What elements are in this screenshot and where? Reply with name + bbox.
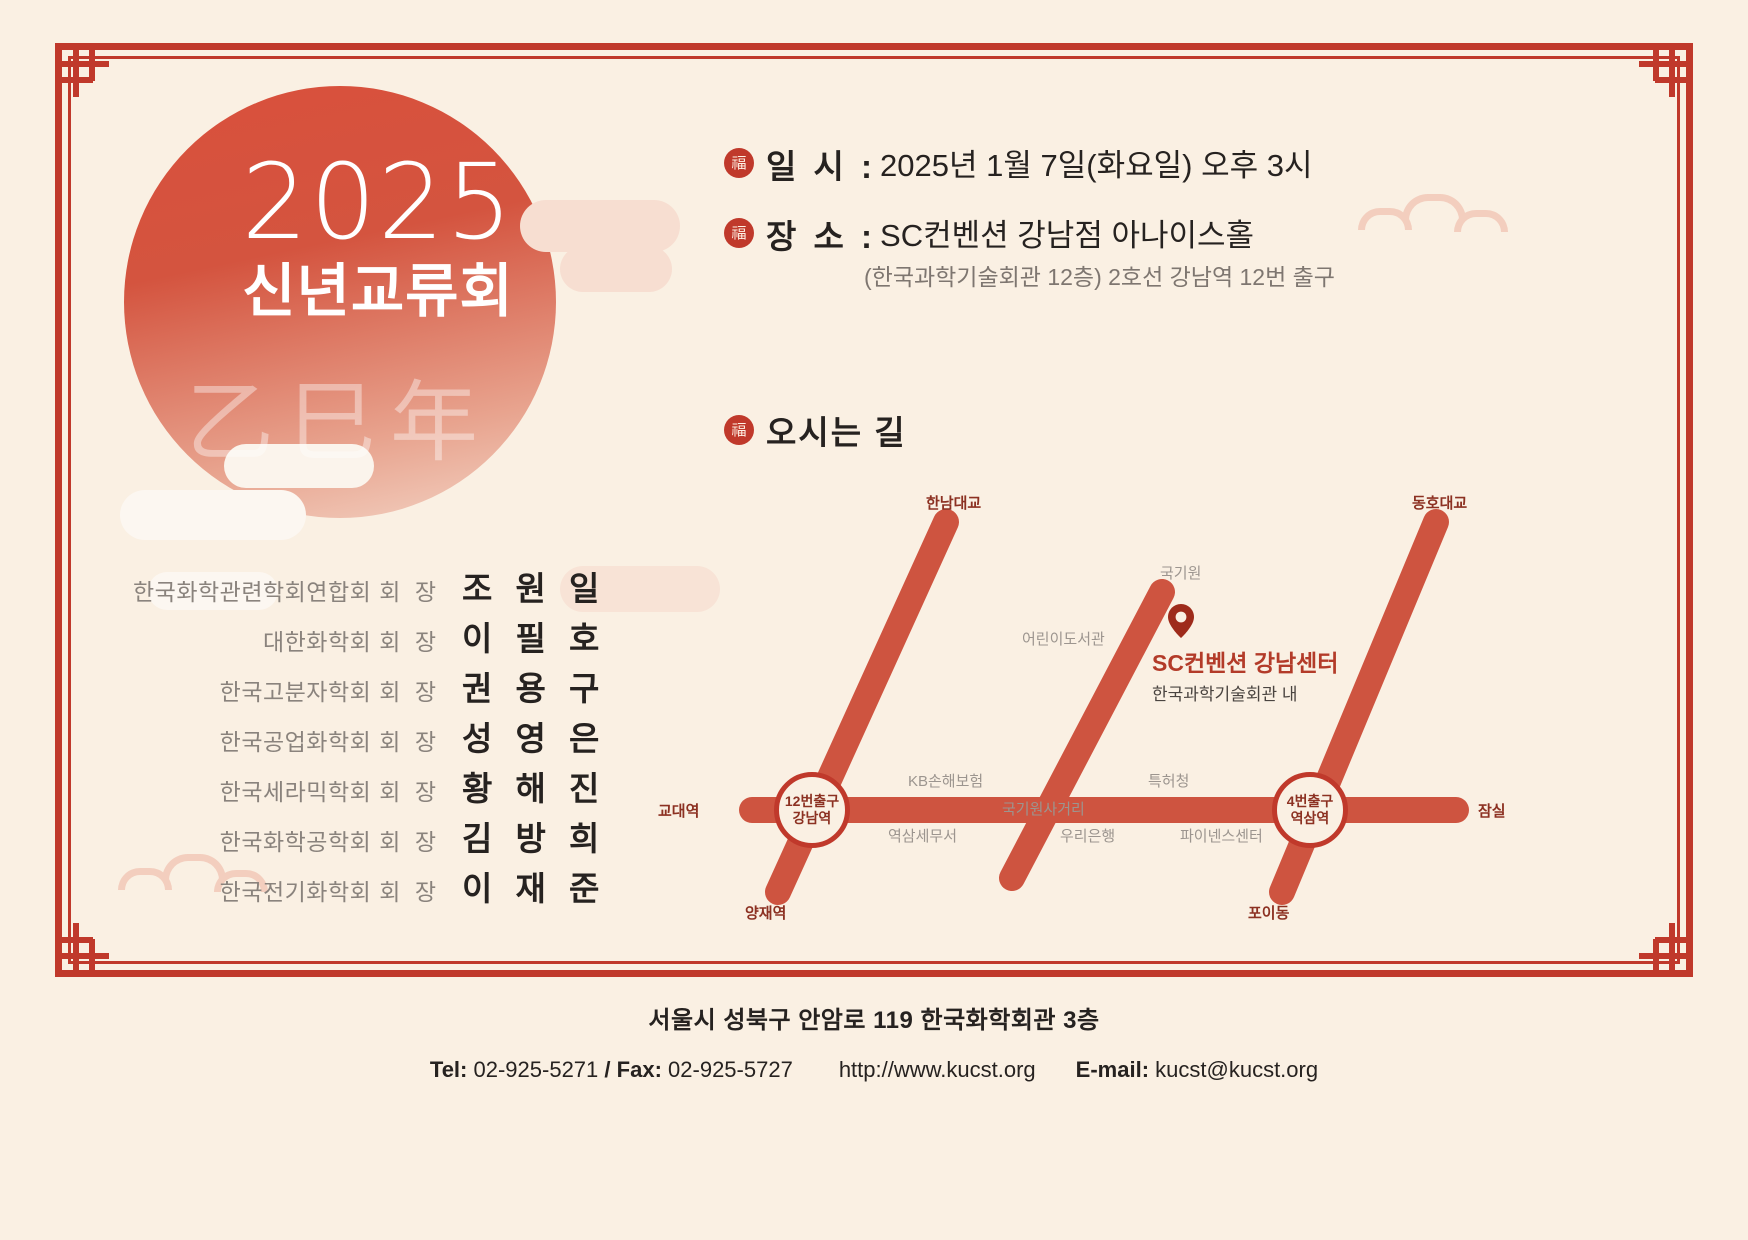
event-info-block: 福 일 시 : 2025년 1월 7일(화요일) 오후 3시 福 장 소 : S… <box>724 140 1335 290</box>
exec-person-name: 성 영 은 <box>462 720 607 757</box>
corner-ornament-icon <box>1639 923 1693 977</box>
map-poi-patent-office: 특허청 <box>1148 773 1190 790</box>
list-item: 한국화학공학회 회 장 김 방 희 <box>120 812 607 862</box>
footer-email-link[interactable]: kucst@kucst.org <box>1155 1057 1319 1082</box>
exec-role-label: 회 장 <box>379 679 440 705</box>
exec-person-name: 조 원 일 <box>462 570 607 607</box>
map-label-hannam-bridge: 한남대교 <box>926 495 982 512</box>
exec-person-name: 황 해 진 <box>462 770 607 807</box>
list-item: 한국전기화학회 회 장 이 재 준 <box>120 862 607 912</box>
map-station-yeoksam[interactable]: 4번출구 역삼역 <box>1272 772 1348 848</box>
map-label-yangjae-station: 양재역 <box>745 905 787 922</box>
exec-person-name: 김 방 희 <box>462 820 607 857</box>
footer-fax-value: 02-925-5727 <box>668 1057 793 1082</box>
footer-website-link[interactable]: http://www.kucst.org <box>838 1057 1036 1082</box>
map-venue-block: SC컨벤션 강남센터 한국과학기술회관 내 <box>1152 644 1338 705</box>
cloud-decoration <box>120 490 306 540</box>
bok-seal-icon: 福 <box>724 218 754 248</box>
poster-footer: 서울시 성북구 안암로 119 한국화학회관 3층 Tel: 02-925-52… <box>0 1000 1748 1083</box>
exec-org-name: 한국공업화학회 <box>219 729 372 755</box>
arc-motif-decoration <box>1358 190 1508 250</box>
exec-org-name: 한국전기화학회 <box>219 879 372 905</box>
station-name-label: 강남역 <box>792 810 832 826</box>
exec-org-name: 한국화학공학회 <box>219 829 372 855</box>
directions-map: 한남대교 동호대교 양재역 포이동 교대역 잠실 국기원 어린이도서관 KB손해… <box>640 480 1640 940</box>
exec-person-name: 이 필 호 <box>462 620 607 657</box>
footer-email-label: E-mail: <box>1075 1057 1150 1082</box>
corner-ornament-icon <box>1639 43 1693 97</box>
footer-contact-line: Tel: 02-925-5271 / Fax: 02-925-5727 http… <box>0 1057 1748 1083</box>
corner-ornament-icon <box>55 43 109 97</box>
map-label-gyodae-station: 교대역 <box>658 803 700 820</box>
exec-person-name: 권 용 구 <box>462 670 607 707</box>
map-poi-yeoksam-tax-office: 역삼세무서 <box>888 828 958 845</box>
exec-org-name: 한국화학관련학회연합회 <box>133 579 372 605</box>
route-heading-text: 오시는 길 <box>766 414 907 451</box>
exec-role-label: 회 장 <box>379 729 440 755</box>
executive-list: 한국화학관련학회연합회 회 장 조 원 일 대한화학회 회 장 이 필 호 한국… <box>120 562 607 912</box>
exec-person-name: 이 재 준 <box>462 870 607 907</box>
map-pin-icon <box>1168 604 1194 638</box>
footer-tel-value: 02-925-5271 <box>473 1057 599 1082</box>
map-poi-kukkiwon-intersection: 국기원사거리 <box>1002 801 1085 818</box>
list-item: 대한화학회 회 장 이 필 호 <box>120 612 607 662</box>
station-exit-label: 4번출구 <box>1286 792 1334 809</box>
map-venue-sub: 한국과학기술회관 내 <box>1152 685 1298 704</box>
footer-tel-label: Tel: <box>429 1057 468 1082</box>
bok-seal-icon: 福 <box>724 148 754 178</box>
map-venue-name: SC컨벤션 강남센터 <box>1152 650 1339 676</box>
road-diagonal-kukkiwon <box>999 579 1175 891</box>
event-date-label: 일 시 : <box>766 148 877 185</box>
hanja-watermark: 乙巳年 <box>186 371 493 474</box>
map-poi-childrens-library: 어린이도서관 <box>1022 631 1105 648</box>
footer-address: 서울시 성북구 안암로 119 한국화학회관 3층 <box>648 1007 1100 1034</box>
map-roads <box>739 509 1469 905</box>
event-venue-label: 장 소 : <box>766 218 877 255</box>
map-label-poi-dong: 포이동 <box>1248 905 1290 922</box>
map-poi-woori-bank: 우리은행 <box>1060 828 1116 845</box>
map-poi-kukkiwon: 국기원 <box>1160 565 1202 582</box>
list-item: 한국고분자학회 회 장 권 용 구 <box>120 662 607 712</box>
station-exit-label: 12번출구 <box>784 792 840 809</box>
exec-role-label: 회 장 <box>379 779 440 805</box>
list-item: 한국공업화학회 회 장 성 영 은 <box>120 712 607 762</box>
event-date-value: 2025년 1월 7일(화요일) 오후 3시 <box>880 148 1313 183</box>
cloud-decoration <box>224 444 374 488</box>
exec-org-name: 한국세라믹학회 <box>219 779 372 805</box>
map-label-jamsil: 잠실 <box>1478 803 1506 820</box>
route-heading-block: 福 오시는 길 <box>724 406 907 454</box>
map-poi-finance-center: 파이넨스센터 <box>1180 828 1263 845</box>
exec-org-name: 대한화학회 <box>262 629 372 655</box>
event-venue-row: 福 장 소 : SC컨벤션 강남점 아나이스홀 <box>724 210 1313 258</box>
exec-role-label: 회 장 <box>379 829 440 855</box>
footer-separator: / <box>604 1057 611 1082</box>
list-item: 한국세라믹학회 회 장 황 해 진 <box>120 762 607 812</box>
corner-ornament-icon <box>55 923 109 977</box>
event-date-row: 福 일 시 : 2025년 1월 7일(화요일) 오후 3시 <box>724 140 1313 188</box>
exec-org-name: 한국고분자학회 <box>219 679 372 705</box>
poster-title: 2025 신년교류회 <box>178 150 578 324</box>
list-item: 한국화학관련학회연합회 회 장 조 원 일 <box>120 562 607 612</box>
exec-role-label: 회 장 <box>379 629 440 655</box>
title-year: 2025 <box>241 141 515 263</box>
map-poi-kb-insurance: KB손해보험 <box>908 773 984 790</box>
title-event-name: 신년교류회 <box>242 259 514 324</box>
exec-role-label: 회 장 <box>379 879 440 905</box>
station-name-label: 역삼역 <box>1290 810 1330 826</box>
event-venue-value: SC컨벤션 강남점 아나이스홀 <box>880 218 1255 253</box>
exec-role-label: 회 장 <box>379 579 440 605</box>
map-label-dongho-bridge: 동호대교 <box>1412 495 1468 512</box>
footer-fax-label: Fax: <box>616 1057 662 1082</box>
map-station-gangnam[interactable]: 12번출구 강남역 <box>774 772 850 848</box>
bok-seal-icon: 福 <box>724 415 754 445</box>
event-venue-detail: (한국과학기술회관 12층) 2호선 강남역 12번 출구 <box>864 264 1335 290</box>
